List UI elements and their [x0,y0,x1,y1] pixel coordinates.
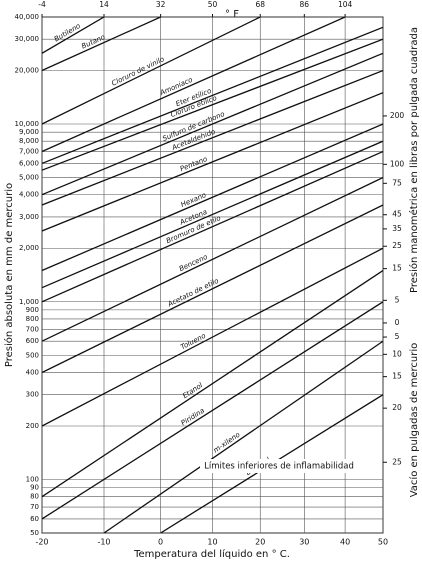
x2-tick-label: 32 [156,0,166,9]
y-tick-label: 7,000 [19,148,39,156]
series-line [42,204,383,374]
y3-tick-label: 15 [392,372,402,381]
x-tick-label: 0 [158,538,163,547]
y-tick-label: 700 [26,325,39,333]
series-line [42,17,161,72]
y-tick-label: 100 [26,475,39,483]
y-tick-label: 4,000 [19,191,39,199]
y-tick-label: 5,000 [19,174,39,182]
x-tick-label: -10 [97,538,110,547]
y2-tick-label: 45 [392,210,402,219]
y-tick-label: 10,000 [15,120,40,128]
series-line [42,301,383,520]
x-tick-label: -20 [35,538,48,547]
x-tick-label: 10 [207,538,217,547]
y-tick-label: 3,000 [19,213,39,221]
series-line [42,140,383,289]
y-tick-label: 20,000 [15,67,40,75]
x2-tick-label: 104 [338,0,353,9]
y-tick-label: 900 [26,306,39,314]
series-label: Acetato de etilo [166,277,220,309]
y2-tick-label: 5 [395,295,400,304]
x-tick-label: 50 [378,538,388,547]
series-line [42,17,105,54]
series-line [42,150,383,303]
series-label: Hexano [180,191,208,209]
series-line [42,247,383,427]
y-tick-label: 9,000 [19,128,39,136]
y-tick-label: 800 [26,315,39,323]
x-tick-label: 20 [255,538,265,547]
series-line [42,123,383,272]
y-axis-title: Presión absoluta en mm de mercurio [3,183,15,367]
x-tick-label: 30 [299,538,309,547]
annotation-bg [200,459,358,473]
series-line [42,92,383,232]
y-tick-label: 90 [30,484,39,492]
series-label: m-xileno [212,431,242,455]
y2-tick-label: 75 [392,178,402,187]
y2-tick-label: 15 [392,264,402,273]
y-tick-label: 400 [26,368,39,376]
x2-tick-label: 14 [99,0,109,9]
series-line [103,340,383,533]
y2-tick-label: 200 [390,111,405,120]
series-line [42,17,261,125]
y-tick-label: 1,000 [19,298,39,306]
y-tick-label: 50 [30,529,39,537]
y2-tick-label: 25 [392,241,402,250]
y-tick-label: 300 [26,391,39,399]
series-line [42,69,383,206]
y2-tick-label: 35 [392,224,402,233]
y-tick-label: 30,000 [15,35,40,43]
y-tick-label: 8,000 [19,137,39,145]
y-tick-label: 2,000 [19,244,39,252]
y3-axis-title: Vacío en pulgadas de mercurio [408,343,420,498]
y2-axis-title: Presión manométrica en libras por pulgad… [408,27,420,293]
x2-tick-label: 68 [255,0,265,9]
series-line [42,269,383,498]
series-line [42,17,346,153]
y2-tick-label: 0 [395,318,400,327]
y-tick-label: 600 [26,337,39,345]
y-tick-label: 70 [30,503,39,511]
x-tick-label: 40 [340,538,350,547]
y2-tick-label: 100 [390,159,405,168]
x2-axis-title: ° F [225,9,239,20]
series-line [42,176,383,342]
y3-tick-label: 5 [395,332,400,341]
y-tick-label: 40,000 [15,13,40,21]
series-label: Cloruro de vinilo [110,55,165,87]
x2-tick-label: -4 [38,0,46,9]
y3-tick-label: 25 [392,457,402,466]
y-tick-label: 200 [26,422,39,430]
series-line [42,52,383,196]
annotation: Límites inferiores de inflamabilidad [204,462,354,472]
x2-tick-label: 86 [300,0,310,9]
series-label: Pentano [179,155,209,173]
y3-tick-label: 10 [392,349,402,358]
x2-tick-label: 50 [208,0,218,9]
y-tick-label: 6,000 [19,159,39,167]
y-tick-label: 500 [26,351,39,359]
series-line [42,38,383,171]
y-tick-label: 60 [30,515,39,523]
y-tick-label: 80 [30,493,39,501]
series-line [42,26,383,165]
y3-tick-label: 20 [392,403,402,412]
x-axis-title: Temperatura del líquido en ° C. [133,548,290,560]
